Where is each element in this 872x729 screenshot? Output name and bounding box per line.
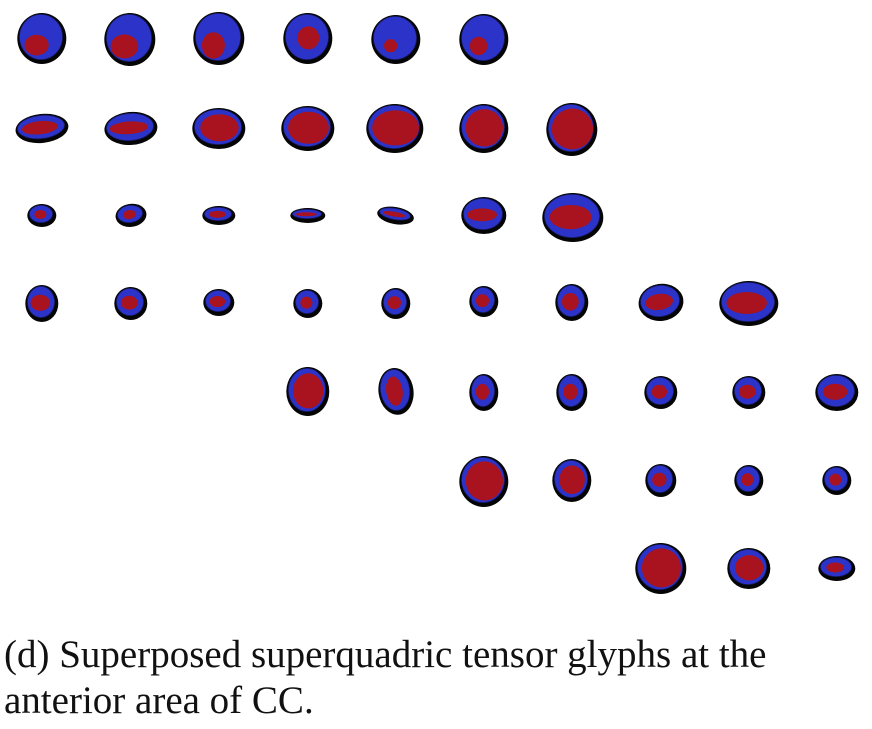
tensor-glyph — [546, 103, 598, 156]
tensor-glyph — [27, 204, 57, 227]
tensor-glyph — [459, 14, 509, 65]
tensor-glyph — [815, 374, 859, 411]
tensor-glyph — [645, 464, 677, 497]
tensor-glyph — [381, 288, 411, 319]
tensor-glyph — [104, 111, 158, 146]
tensor-glyph — [366, 104, 424, 153]
tensor-glyph — [461, 197, 507, 234]
tensor-glyph — [644, 376, 678, 409]
tensor-glyph — [192, 108, 246, 149]
tensor-glyph — [378, 367, 414, 415]
tensor-glyph — [822, 466, 852, 495]
tensor-glyph — [371, 15, 421, 64]
figure-caption: (d) Superposed superquadric tensor glyph… — [4, 633, 767, 722]
glyph-grid-figure — [15, 12, 859, 594]
tensor-glyph — [719, 281, 779, 326]
glyph-grid — [15, 12, 859, 594]
tensor-glyph — [290, 208, 326, 223]
tensor-glyph — [555, 284, 589, 321]
tensor-glyph — [556, 374, 588, 411]
tensor-glyph — [17, 13, 67, 64]
tensor-glyph — [459, 104, 509, 153]
tensor-glyph — [293, 289, 323, 318]
tensor-glyph — [104, 13, 156, 66]
tensor-glyph — [281, 106, 335, 151]
tensor-glyph — [203, 289, 235, 316]
tensor-glyph — [114, 287, 148, 320]
tensor-glyph — [377, 206, 414, 225]
tensor-glyph — [286, 367, 330, 416]
tensor-glyph — [732, 376, 766, 409]
tensor-glyph — [25, 285, 59, 322]
tensor-glyph — [818, 556, 856, 581]
tensor-glyph — [734, 465, 764, 496]
tensor-glyph — [469, 374, 499, 411]
tensor-glyph — [459, 456, 509, 507]
tensor-glyph — [283, 13, 333, 64]
tensor-glyph — [638, 283, 684, 321]
tensor-glyph — [469, 286, 499, 317]
tensor-glyph — [542, 193, 604, 242]
tensor-glyph — [202, 206, 236, 225]
tensor-glyph — [115, 203, 147, 227]
tensor-glyph — [635, 543, 687, 594]
tensor-glyph — [552, 459, 592, 502]
tensor-glyph — [727, 548, 771, 589]
tensor-glyph — [15, 113, 69, 144]
tensor-glyph — [193, 12, 245, 65]
